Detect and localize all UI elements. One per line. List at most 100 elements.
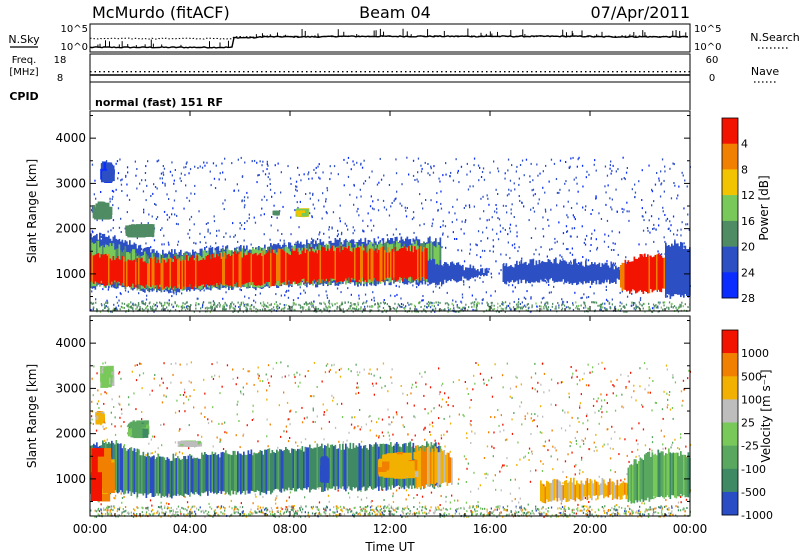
scatter-cell	[571, 253, 574, 256]
band-column	[435, 264, 437, 285]
scatter-cell	[424, 426, 426, 429]
scatter-cell	[267, 306, 269, 309]
scatter-cell	[530, 296, 532, 299]
scatter-cell	[301, 306, 303, 309]
scatter-cell	[664, 165, 666, 168]
patch-cell	[305, 209, 309, 213]
scatter-cell	[580, 297, 582, 300]
scatter-cell	[593, 441, 595, 444]
scatter-cell	[403, 425, 405, 428]
scatter-cell	[257, 366, 259, 369]
scatter-cell	[450, 171, 452, 174]
scatter-cell	[683, 245, 685, 248]
scatter-cell	[237, 310, 239, 313]
scatter-cell	[103, 428, 105, 431]
scatter-cell	[267, 364, 270, 367]
scatter-cell	[678, 185, 680, 188]
scatter-cell	[144, 172, 147, 174]
band-column	[540, 263, 542, 280]
scatter-cell	[327, 307, 329, 310]
scatter-cell	[226, 431, 228, 434]
scatter-cell	[120, 293, 122, 296]
scatter-cell	[562, 470, 564, 473]
scatter-cell	[280, 361, 282, 364]
scatter-cell	[531, 420, 534, 423]
scatter-cell	[493, 431, 495, 434]
scatter-cell	[562, 301, 565, 304]
scatter-cell	[209, 170, 211, 173]
scatter-cell	[478, 179, 480, 182]
scatter-cell	[210, 306, 212, 308]
scatter-cell	[116, 301, 119, 304]
scatter-cell	[500, 307, 502, 310]
scatter-cell	[391, 421, 393, 424]
scatter-cell	[518, 298, 520, 301]
scatter-cell	[559, 159, 562, 162]
band-column	[675, 243, 678, 295]
scatter-cell	[527, 303, 529, 305]
scatter-cell	[687, 377, 689, 380]
scatter-cell	[521, 159, 524, 162]
scatter-cell	[153, 239, 156, 242]
scatter-cell	[382, 307, 385, 309]
scatter-cell	[521, 307, 523, 310]
scatter-cell	[500, 253, 502, 256]
scatter-cell	[490, 272, 492, 275]
band-column	[246, 254, 248, 283]
scatter-cell	[443, 433, 445, 436]
scatter-cell	[288, 306, 290, 309]
scatter-cell	[332, 399, 334, 402]
scatter-cell	[448, 308, 450, 311]
band-column	[394, 247, 397, 281]
scatter-cell	[396, 306, 398, 309]
scatter-cell	[492, 245, 495, 248]
scatter-cell	[514, 286, 516, 289]
scatter-cell	[280, 435, 282, 438]
scatter-cell	[592, 366, 594, 369]
scatter-cell	[606, 410, 608, 413]
scatter-cell	[212, 445, 214, 448]
scatter-cell	[244, 295, 246, 298]
scatter-cell	[248, 217, 250, 220]
scatter-cell	[612, 242, 614, 245]
scatter-cell	[529, 181, 531, 183]
band-column	[183, 260, 185, 287]
scatter-cell	[159, 301, 161, 304]
scatter-cell	[613, 385, 615, 388]
scatter-cell	[393, 513, 395, 516]
scatter-cell	[481, 302, 483, 305]
scatter-cell	[473, 303, 475, 306]
scatter-cell	[499, 224, 501, 227]
scatter-cell	[392, 492, 394, 495]
scatter-cell	[338, 368, 341, 371]
scatter-cell	[143, 303, 145, 305]
scatter-cell	[313, 361, 316, 364]
scatter-cell	[613, 249, 615, 251]
scatter-cell	[224, 308, 226, 311]
scatter-cell	[460, 228, 462, 231]
scatter-cell	[328, 500, 330, 503]
scatter-cell	[179, 363, 181, 366]
scatter-cell	[441, 398, 444, 401]
scatter-cell	[533, 210, 536, 213]
scatter-cell	[306, 304, 308, 307]
scatter-cell	[543, 511, 545, 514]
band-column	[109, 258, 112, 285]
scatter-cell	[175, 452, 177, 455]
scatter-cell	[625, 171, 628, 174]
scatter-cell	[645, 509, 647, 512]
scatter-cell	[194, 165, 196, 168]
scatter-cell	[286, 509, 288, 512]
scatter-cell	[377, 236, 379, 239]
scatter-cell	[469, 248, 472, 251]
scatter-cell	[111, 198, 113, 201]
scatter-cell	[520, 401, 523, 404]
scatter-cell	[647, 229, 649, 232]
scatter-cell	[197, 297, 199, 300]
scatter-cell	[129, 305, 132, 308]
scatter-cell	[173, 182, 175, 185]
scatter-cell	[565, 161, 567, 163]
scatter-cell	[585, 205, 587, 208]
scatter-cell	[461, 308, 463, 311]
scatter-cell	[638, 301, 640, 304]
